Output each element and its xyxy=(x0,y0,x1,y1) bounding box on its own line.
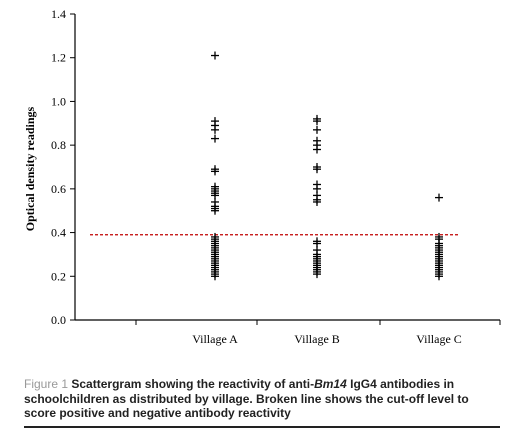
data-point xyxy=(211,167,219,176)
data-point xyxy=(211,272,219,281)
y-tick-label: 0.2 xyxy=(51,269,66,283)
y-axis-label: Optical density readings xyxy=(23,106,37,231)
data-point xyxy=(211,134,219,143)
caption-text-before: Scattergram showing the reactivity of an… xyxy=(71,377,315,391)
y-tick-label: 1.2 xyxy=(51,51,66,65)
x-category-label: Village C xyxy=(416,332,462,346)
x-category-label: Village B xyxy=(294,332,340,346)
data-point xyxy=(313,165,321,174)
data-point xyxy=(313,145,321,154)
y-tick-label: 0.6 xyxy=(51,182,66,196)
caption-gene: Bm14 xyxy=(314,377,347,391)
data-point xyxy=(313,197,321,206)
data-point xyxy=(435,193,443,202)
data-point xyxy=(211,51,219,60)
caption-rule xyxy=(24,426,500,428)
caption-text-after: IgG4 antibodies in schoolchildren as dis… xyxy=(24,377,469,420)
y-tick-label: 1.0 xyxy=(51,94,66,108)
data-point xyxy=(211,125,219,134)
data-point xyxy=(211,206,219,215)
figure-label: Figure 1 xyxy=(24,377,69,391)
x-category-label: Village A xyxy=(192,332,238,346)
y-tick-label: 0.4 xyxy=(51,226,66,240)
scatter-chart: 0.0 0.2 0.4 0.6 0.8 1.0 1.2 1.4 Village A Village… xyxy=(23,7,501,346)
figure-caption: Figure 1 Scattergram showing the reactiv… xyxy=(24,377,494,421)
y-tick-label: 0.8 xyxy=(51,138,66,152)
data-point xyxy=(313,270,321,279)
data-point xyxy=(313,117,321,126)
y-tick-label: 1.4 xyxy=(51,7,66,21)
data-point xyxy=(313,125,321,134)
data-point xyxy=(435,272,443,281)
y-tick-label: 0.0 xyxy=(51,313,66,327)
